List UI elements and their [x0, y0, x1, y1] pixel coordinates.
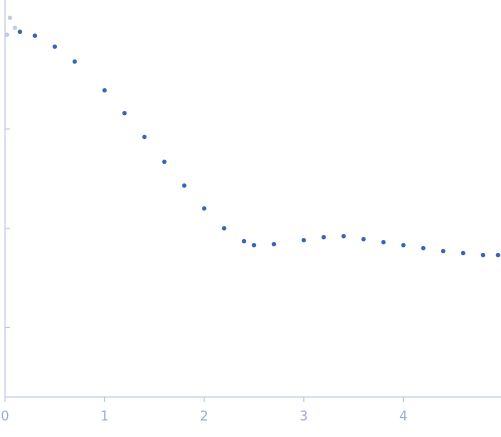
data-point [162, 159, 167, 164]
data-point [4, 32, 10, 37]
data-point [221, 226, 227, 231]
x-tick-label: 1 [100, 410, 108, 425]
data-point [460, 250, 466, 256]
data-point [52, 44, 57, 49]
data-point [441, 248, 446, 254]
data-point [7, 15, 13, 21]
x-tick-label: 0 [1, 410, 9, 425]
data-point [361, 236, 366, 242]
data-point [12, 25, 18, 30]
data-point [301, 237, 306, 243]
data-point [17, 29, 23, 34]
data-point [251, 242, 257, 248]
data-point [32, 33, 38, 38]
data-point [122, 110, 127, 116]
data-point [381, 239, 386, 245]
x-tick-label: 4 [399, 410, 407, 425]
data-point [241, 238, 247, 244]
data-point [321, 235, 326, 240]
data-point [201, 206, 207, 211]
data-point [421, 245, 426, 251]
x-tick-label: 2 [200, 410, 208, 425]
data-point [401, 242, 406, 248]
x-tick-label: 3 [300, 410, 308, 425]
data-point [495, 252, 501, 258]
data-point [480, 252, 486, 258]
data-point [182, 183, 187, 188]
data-point [102, 88, 107, 93]
data-point [271, 241, 277, 247]
data-point [142, 134, 147, 140]
data-point [341, 234, 346, 239]
data-point [72, 59, 77, 64]
